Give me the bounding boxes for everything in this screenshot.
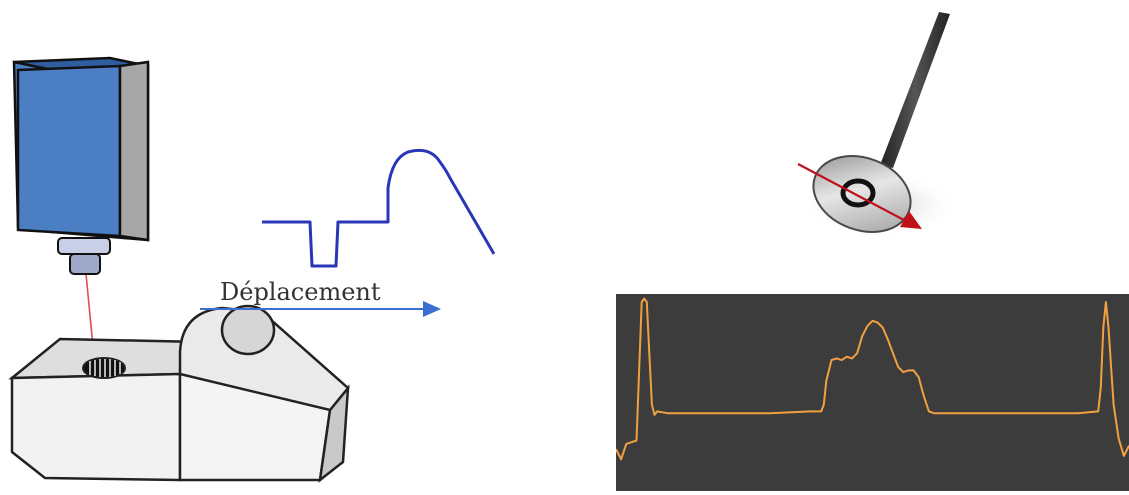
- profile-series-line: [615, 297, 1129, 461]
- workpiece-base-front: [10, 372, 182, 482]
- sensor-lens: [69, 253, 101, 275]
- movement-label: Déplacement: [220, 278, 381, 306]
- plot-area: [615, 297, 1129, 461]
- workpiece: [8, 304, 350, 483]
- movement-arrow: [200, 301, 441, 317]
- measurement-plot: [615, 294, 1129, 491]
- sensor-front-panel: [16, 64, 122, 238]
- valve-photo: [800, 12, 960, 239]
- sensor-right-face: [118, 60, 150, 242]
- measured-profile-line: [262, 148, 496, 268]
- workpiece-cylinder-end: [220, 304, 276, 356]
- valve-head-center: [840, 178, 876, 208]
- laser-sensor: [12, 56, 150, 275]
- sensor-lens-collar: [57, 237, 111, 255]
- scan-trajectory-arrow: [797, 163, 922, 229]
- hole-hatching: [89, 359, 121, 377]
- valve-stem: [880, 12, 950, 168]
